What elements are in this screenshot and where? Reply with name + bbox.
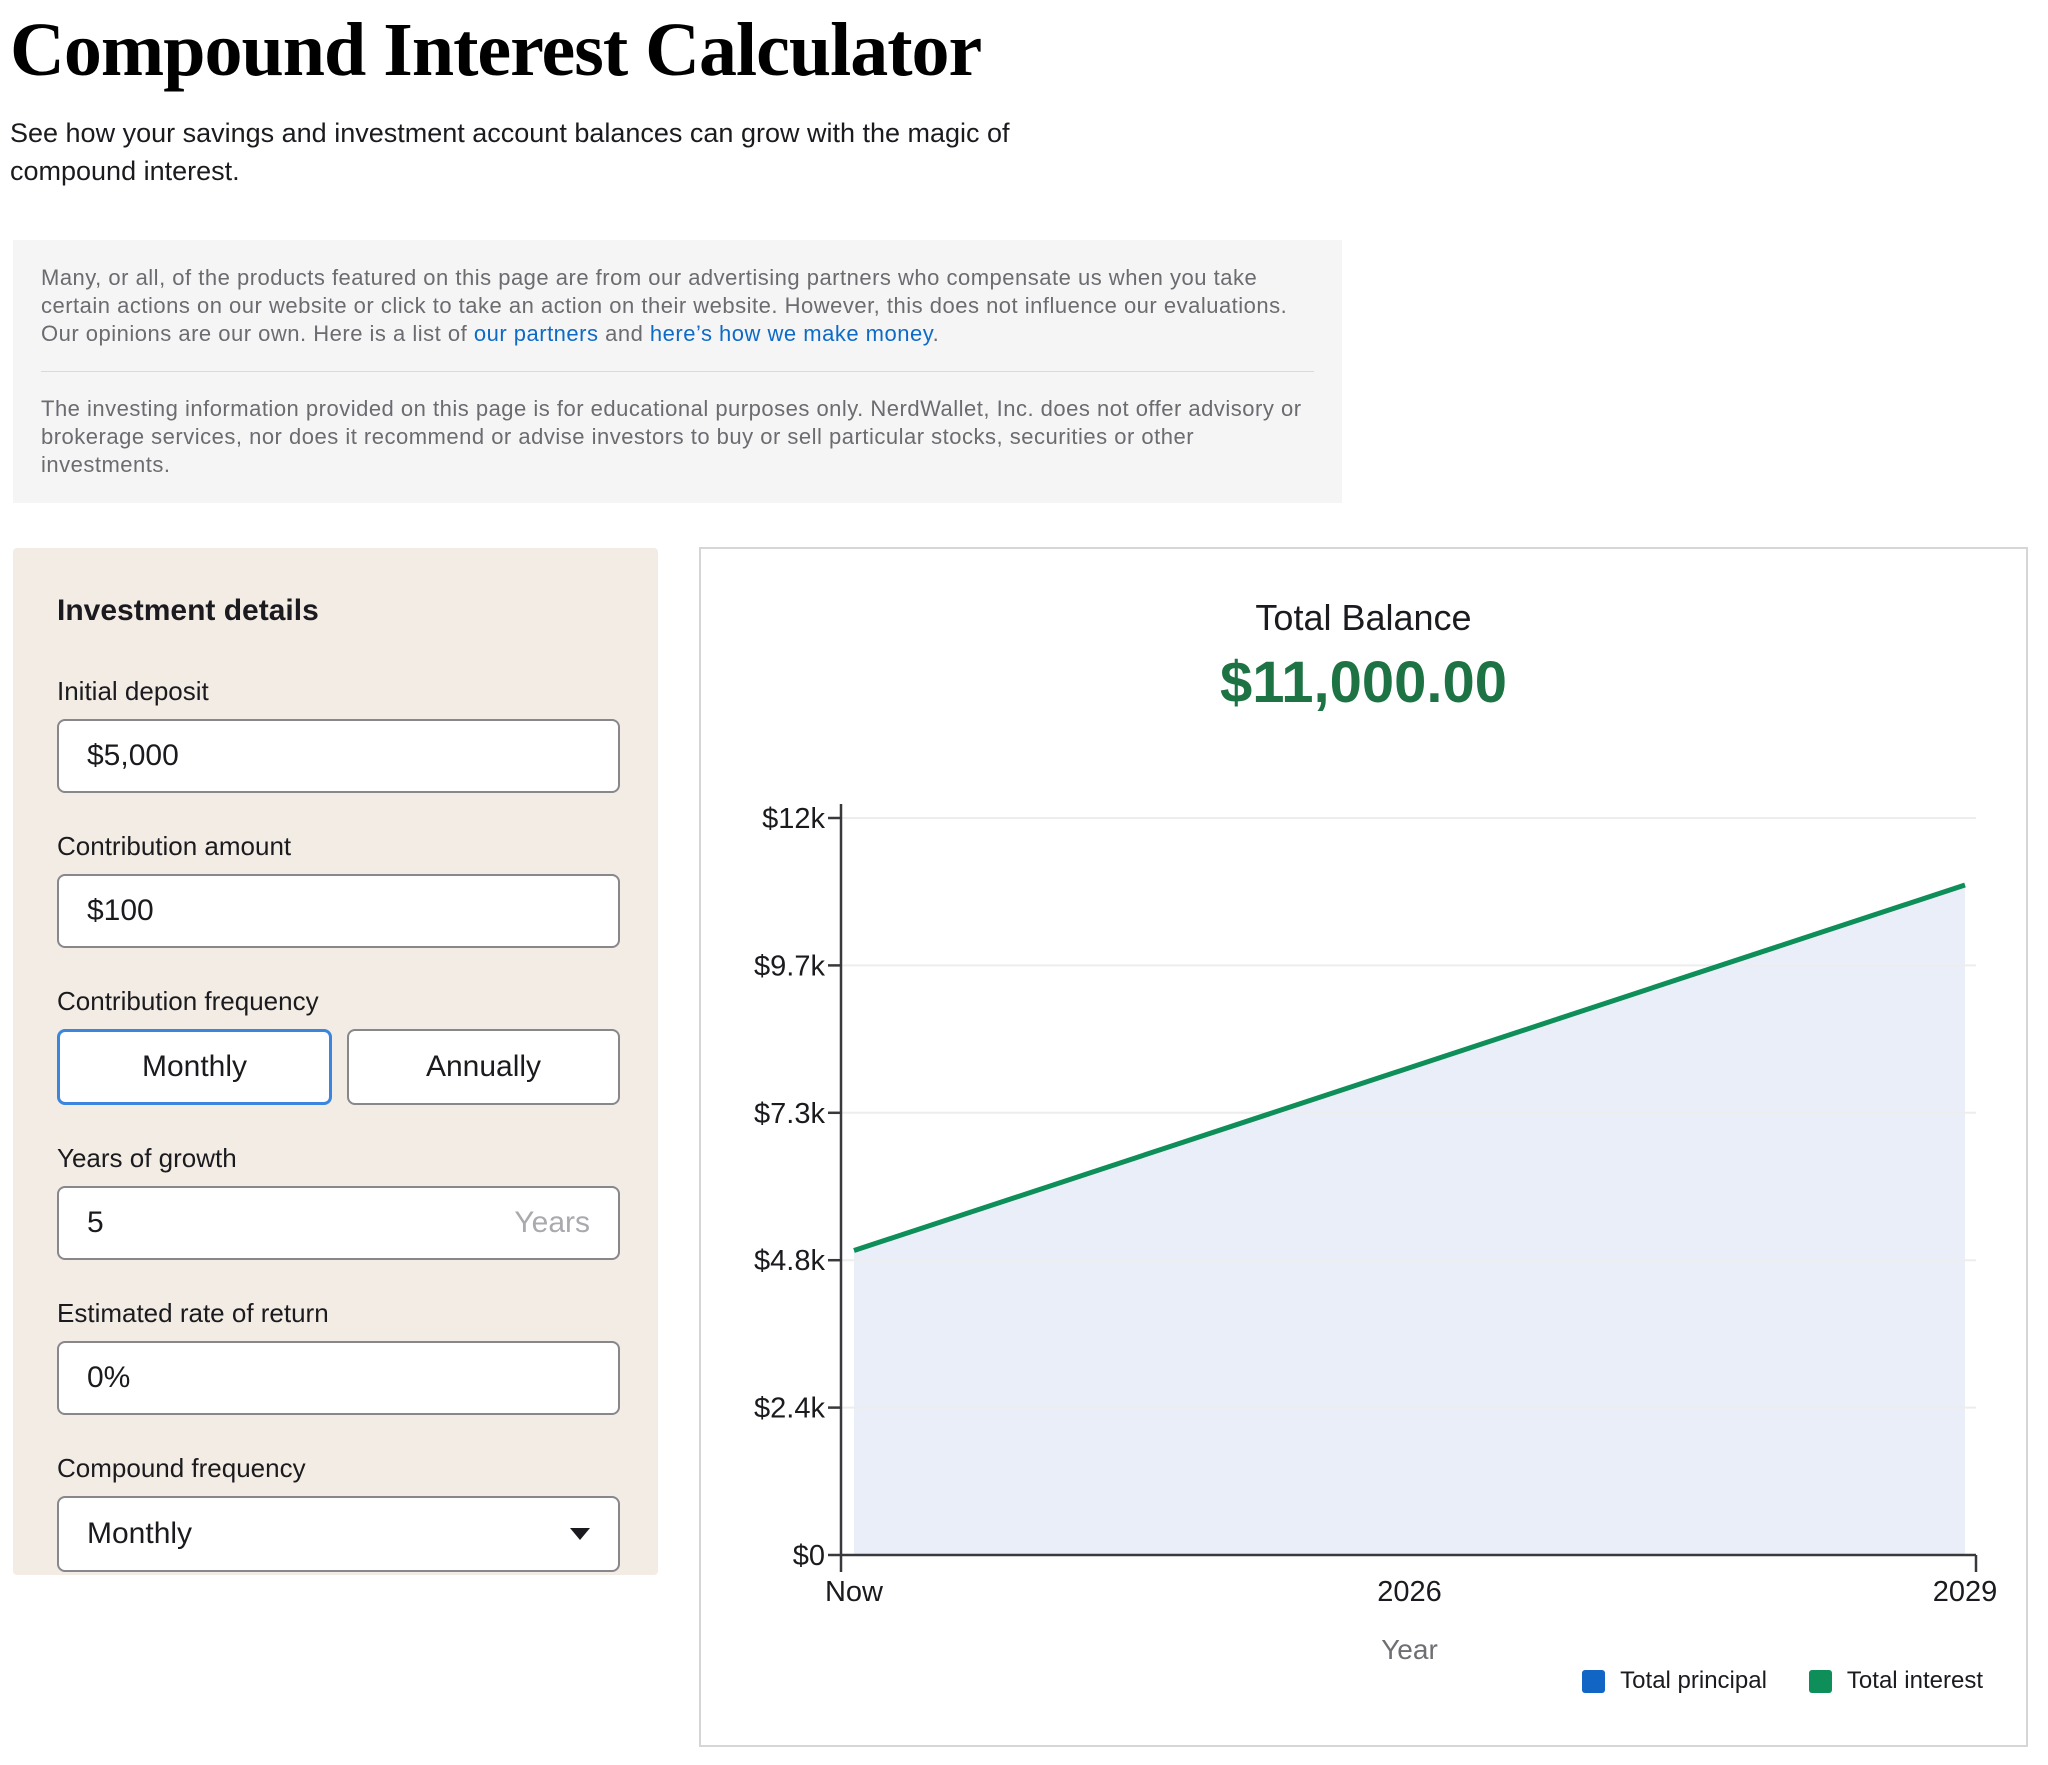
total-principal-swatch — [1582, 1669, 1606, 1693]
years-unit-hint: Years — [514, 1206, 590, 1239]
disclaimer-paragraph-1: Many, or all, of the products featured o… — [41, 264, 1314, 348]
disclaimer-paragraph-2: The investing information provided on th… — [41, 396, 1302, 477]
our-partners-link[interactable]: our partners — [473, 321, 599, 346]
disclaimer-text: and — [598, 321, 650, 346]
svg-text:2029: 2029 — [1933, 1576, 1998, 1608]
form-heading: Investment details — [57, 594, 319, 627]
total-interest-label: Total interest — [1846, 1667, 1983, 1694]
contribution-frequency-label: Contribution frequency — [57, 986, 319, 1016]
legend-item-principal: Total principal — [1582, 1667, 1767, 1695]
svg-text:$7.3k: $7.3k — [754, 1098, 825, 1130]
disclaimer-text: Many, or all, of the products featured o… — [41, 265, 1288, 346]
years-of-growth-input[interactable]: 5 Years — [57, 1186, 620, 1260]
total-interest-swatch — [1808, 1669, 1832, 1693]
total-balance-value: $11,000.00 — [1219, 650, 1508, 715]
rate-of-return-input[interactable]: 0% — [57, 1341, 620, 1415]
svg-text:$0: $0 — [793, 1540, 825, 1572]
page-header: Compound Interest Calculator See how you… — [10, 0, 1350, 190]
years-of-growth-value: 5 — [87, 1206, 104, 1239]
contribution-amount-input[interactable]: $100 — [57, 874, 620, 948]
initial-deposit-input[interactable]: $5,000 — [57, 719, 620, 793]
investment-details-panel: Investment details Initial deposit $5,00… — [13, 548, 658, 1575]
monthly-frequency-button[interactable]: Monthly — [57, 1029, 332, 1105]
total-balance-chart-card: Total Balance $11,000.00 $0 $2.4k $4.8k $7.… — [699, 547, 2028, 1747]
svg-text:$12k: $12k — [762, 803, 825, 835]
rate-of-return-value: 0% — [87, 1361, 131, 1394]
contribution-amount-label: Contribution amount — [57, 831, 292, 861]
initial-deposit-label: Initial deposit — [57, 676, 209, 706]
compound-frequency-select[interactable]: Monthly — [57, 1496, 620, 1572]
page-title: Compound Interest Calculator — [10, 8, 982, 92]
svg-text:2026: 2026 — [1377, 1576, 1442, 1608]
compound-frequency-value: Monthly — [87, 1517, 193, 1550]
page-subtitle: See how your savings and investment acco… — [10, 118, 1010, 186]
contribution-frequency-toggle: Monthly Annually — [57, 1029, 620, 1105]
disclaimer-divider — [41, 371, 1314, 372]
legend-item-interest: Total interest — [1808, 1667, 1983, 1695]
rate-of-return-label: Estimated rate of return — [57, 1298, 329, 1328]
total-principal-label: Total principal — [1620, 1667, 1767, 1694]
svg-text:$9.7k: $9.7k — [754, 950, 825, 982]
svg-text:Now: Now — [825, 1576, 884, 1608]
contribution-amount-value: $100 — [87, 894, 154, 927]
compound-frequency-label: Compound frequency — [57, 1453, 306, 1483]
how-we-make-money-link[interactable]: here’s how we make money — [649, 321, 933, 346]
annually-frequency-button[interactable]: Annually — [347, 1029, 620, 1105]
chevron-down-icon — [570, 1528, 590, 1540]
initial-deposit-value: $5,000 — [87, 739, 179, 772]
balance-chart-svg: $0 $2.4k $4.8k $7.3k $9.7k $12k Now 2026 2029 Yea… — [754, 803, 1998, 1665]
svg-text:$2.4k: $2.4k — [754, 1393, 825, 1425]
svg-text:Year: Year — [1381, 1634, 1438, 1665]
disclaimer-text: . — [932, 321, 940, 346]
chart-legend: Total principal Total interest — [1582, 1667, 1983, 1695]
years-of-growth-label: Years of growth — [57, 1143, 237, 1173]
chart-title: Total Balance — [1255, 597, 1472, 638]
advertiser-disclaimer: Many, or all, of the products featured o… — [13, 240, 1342, 503]
svg-text:$4.8k: $4.8k — [754, 1245, 825, 1277]
chart-header: Total Balance $11,000.00 — [701, 597, 2026, 716]
